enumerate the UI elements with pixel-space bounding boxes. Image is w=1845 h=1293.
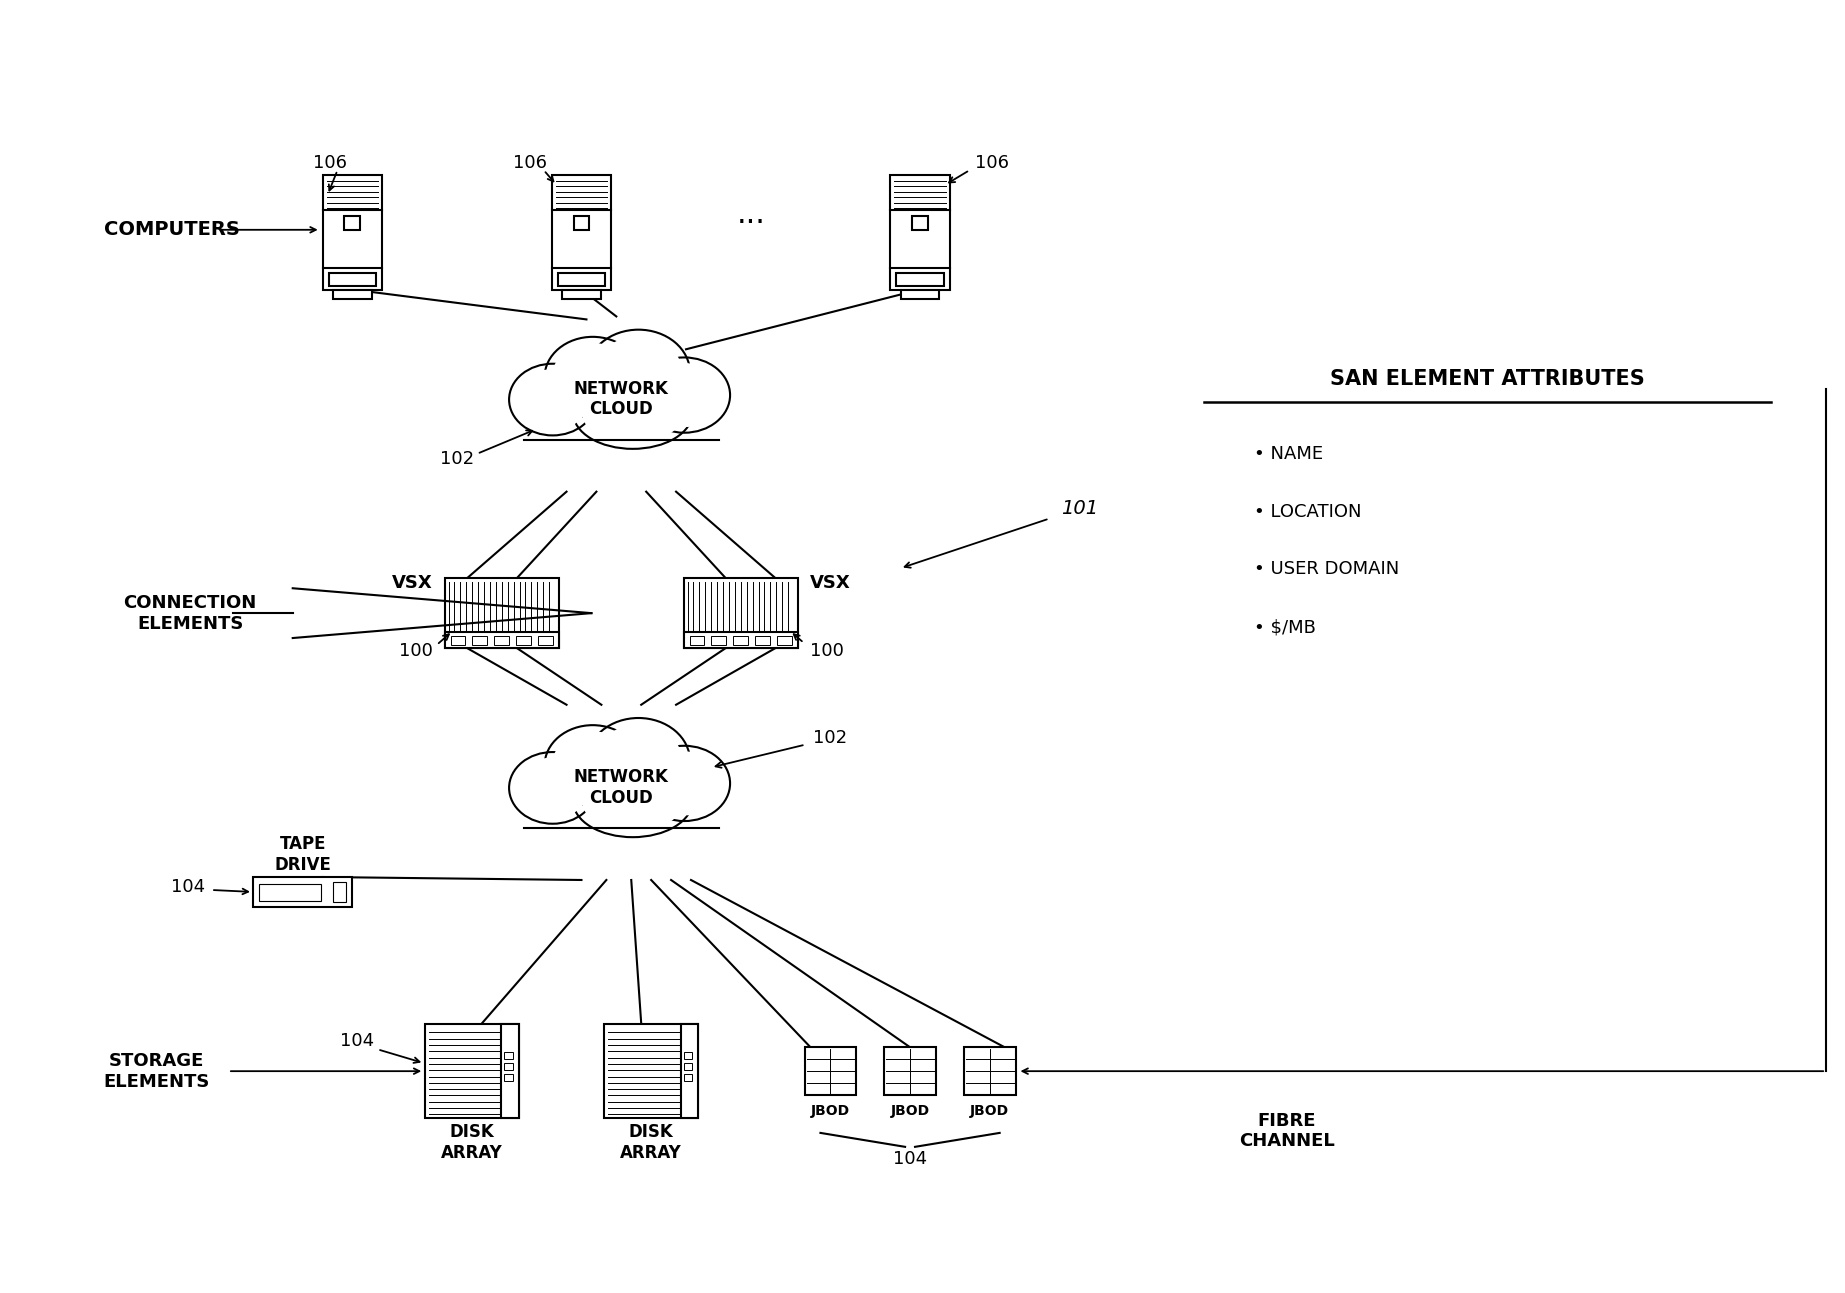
Bar: [494, 636, 509, 645]
Ellipse shape: [594, 724, 683, 798]
Bar: [884, 1047, 935, 1095]
Bar: [777, 636, 792, 645]
Ellipse shape: [583, 383, 683, 443]
Bar: [712, 636, 727, 645]
Text: NETWORK
CLOUD: NETWORK CLOUD: [574, 768, 668, 807]
Ellipse shape: [552, 343, 633, 411]
Bar: [253, 877, 352, 906]
Text: 104: 104: [339, 1032, 375, 1050]
Text: SAN ELEMENT ATTRIBUTES: SAN ELEMENT ATTRIBUTES: [1330, 370, 1646, 389]
Bar: [574, 216, 589, 230]
Bar: [334, 290, 373, 299]
Bar: [557, 273, 605, 286]
Text: STORAGE
ELEMENTS: STORAGE ELEMENTS: [103, 1051, 210, 1090]
Text: CONNECTION
ELEMENTS: CONNECTION ELEMENTS: [124, 593, 256, 632]
Bar: [900, 290, 939, 299]
Text: COMPUTERS: COMPUTERS: [103, 220, 240, 239]
Bar: [963, 1047, 1015, 1095]
Bar: [683, 1053, 692, 1059]
Bar: [445, 578, 559, 648]
Ellipse shape: [544, 337, 640, 418]
Bar: [732, 636, 749, 645]
Bar: [524, 403, 720, 440]
Text: • LOCATION: • LOCATION: [1253, 503, 1362, 521]
Bar: [345, 216, 360, 230]
Text: 106: 106: [513, 154, 546, 172]
Bar: [539, 636, 554, 645]
Bar: [897, 273, 945, 286]
Text: ...: ...: [736, 200, 766, 229]
Bar: [804, 1047, 856, 1095]
Text: JBOD: JBOD: [970, 1104, 1009, 1118]
Bar: [517, 636, 531, 645]
Bar: [755, 636, 769, 645]
Text: JBOD: JBOD: [891, 1104, 930, 1118]
Bar: [603, 1024, 699, 1118]
Ellipse shape: [574, 765, 692, 837]
Bar: [332, 882, 347, 903]
Bar: [258, 884, 321, 901]
Ellipse shape: [552, 732, 633, 800]
Text: NETWORK
CLOUD: NETWORK CLOUD: [574, 380, 668, 419]
Bar: [563, 290, 601, 299]
Bar: [328, 273, 376, 286]
Text: 100: 100: [399, 643, 432, 659]
Text: 104: 104: [893, 1149, 928, 1168]
Text: TAPE
DRIVE: TAPE DRIVE: [275, 835, 330, 874]
Text: VSX: VSX: [391, 574, 432, 592]
Ellipse shape: [574, 378, 692, 449]
Text: • NAME: • NAME: [1253, 445, 1323, 463]
Text: • $/MB: • $/MB: [1253, 618, 1315, 636]
Bar: [502, 1024, 518, 1118]
Bar: [504, 1053, 513, 1059]
Text: 106: 106: [314, 154, 347, 172]
Bar: [472, 636, 487, 645]
Text: JBOD: JBOD: [810, 1104, 851, 1118]
Bar: [683, 1063, 692, 1071]
Ellipse shape: [646, 751, 723, 816]
Bar: [681, 1024, 699, 1118]
Bar: [424, 1024, 518, 1118]
Ellipse shape: [594, 336, 683, 410]
Bar: [683, 632, 799, 648]
Ellipse shape: [583, 771, 683, 831]
Ellipse shape: [515, 369, 590, 431]
Ellipse shape: [587, 718, 690, 804]
Text: DISK
ARRAY: DISK ARRAY: [441, 1124, 504, 1162]
Bar: [323, 175, 382, 290]
Text: 102: 102: [439, 450, 474, 468]
Bar: [504, 1074, 513, 1081]
Ellipse shape: [638, 746, 731, 821]
Bar: [683, 1074, 692, 1081]
Bar: [504, 1063, 513, 1071]
Ellipse shape: [646, 363, 723, 427]
Bar: [450, 636, 465, 645]
Ellipse shape: [515, 758, 590, 818]
Bar: [445, 632, 559, 648]
Text: 106: 106: [974, 154, 1009, 172]
Text: 104: 104: [172, 878, 205, 896]
Text: 102: 102: [814, 729, 847, 746]
Text: VSX: VSX: [810, 574, 851, 592]
Text: 101: 101: [1061, 499, 1098, 518]
Ellipse shape: [544, 725, 640, 806]
Bar: [911, 216, 928, 230]
Bar: [889, 175, 950, 290]
Text: DISK
ARRAY: DISK ARRAY: [620, 1124, 683, 1162]
Ellipse shape: [509, 363, 596, 436]
Bar: [524, 793, 720, 829]
Bar: [552, 175, 611, 290]
Bar: [683, 578, 799, 648]
Bar: [690, 636, 705, 645]
Text: • USER DOMAIN: • USER DOMAIN: [1253, 560, 1399, 578]
Text: FIBRE
CHANNEL: FIBRE CHANNEL: [1238, 1112, 1334, 1151]
Text: 100: 100: [810, 643, 843, 659]
Ellipse shape: [638, 357, 731, 433]
Ellipse shape: [587, 330, 690, 415]
Ellipse shape: [509, 753, 596, 824]
